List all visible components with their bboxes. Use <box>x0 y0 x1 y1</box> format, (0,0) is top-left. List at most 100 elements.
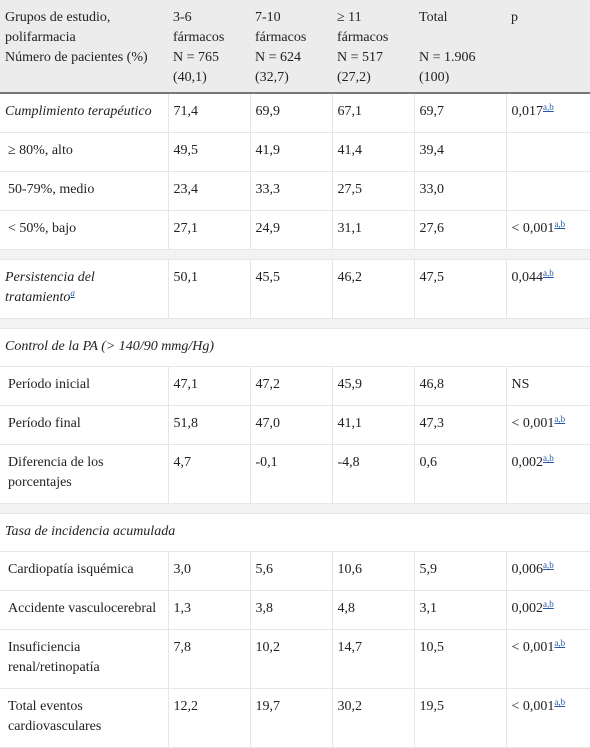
footnote-link[interactable]: a,b <box>543 599 554 609</box>
spacer-cell <box>0 249 590 260</box>
row-label: Accidente vasculocerebral <box>0 590 169 630</box>
header-patients: Número de pacientes (%) <box>0 48 168 94</box>
value-cell: 71,4 <box>168 93 251 133</box>
value-cell: 67,1 <box>332 93 415 133</box>
p-value-text: 0,006 <box>511 562 544 577</box>
p-value-text: < 0,001 <box>511 699 555 714</box>
footnote-ref: a,b <box>543 453 554 463</box>
value-cell: 31,1 <box>332 210 415 250</box>
table-row: Persistencia del tratamientoa 50,1 45,5 46,… <box>0 259 590 319</box>
value-cell: 1,3 <box>168 590 251 630</box>
value-cell: 50,1 <box>168 259 251 319</box>
footnote-ref: a,b <box>554 638 565 648</box>
footnote-link[interactable]: a,b <box>554 638 566 648</box>
value-cell: 5,6 <box>250 551 333 591</box>
row-label: ≥ 80%, alto <box>0 132 169 172</box>
value-cell: 3,8 <box>250 590 333 630</box>
p-value-text: < 0,001 <box>511 221 555 236</box>
row-label: 50-79%, medio <box>0 171 169 211</box>
row-label-text: Insuficiencia renal/retinopatía <box>8 640 100 675</box>
footnote-link[interactable]: a,b <box>543 453 554 463</box>
footnote-ref: a,b <box>543 102 554 112</box>
p-value-cell: 0,002a,b <box>506 590 590 630</box>
value-cell: 51,8 <box>168 405 251 445</box>
footnote-ref: a,b <box>543 268 554 278</box>
footnote-link[interactable]: a,b <box>554 414 566 424</box>
value-cell: 19,5 <box>414 688 507 748</box>
table-row: Insuficiencia renal/retinopatía 7,8 10,2 14… <box>0 629 590 689</box>
p-value-text: < 0,001 <box>511 640 555 655</box>
p-value-cell: 0,017a,b <box>506 93 590 133</box>
value-cell: 14,7 <box>332 629 415 689</box>
spacer-cell <box>0 503 590 514</box>
row-label-text: 50-79%, medio <box>8 182 95 197</box>
row-label: Cardiopatía isquémica <box>0 551 169 591</box>
footnote-link[interactable]: a,b <box>543 560 554 570</box>
p-value-text: NS <box>511 377 530 392</box>
row-label: Período final <box>0 405 169 445</box>
p-value-cell <box>506 132 590 172</box>
p-value-text: 0,002 <box>511 455 544 470</box>
p-value-text: 0,017 <box>511 104 544 119</box>
value-cell: 33,3 <box>250 171 333 211</box>
value-cell: 33,0 <box>414 171 507 211</box>
value-cell: 3,0 <box>168 551 251 591</box>
header-p: p <box>506 0 590 48</box>
value-cell: 10,6 <box>332 551 415 591</box>
row-label-text: Persistencia del tratamiento <box>5 270 95 305</box>
p-value-text: < 0,001 <box>511 416 555 431</box>
row-label-text: Cumplimiento terapéutico <box>5 104 152 119</box>
row-label-text: Cardiopatía isquémica <box>8 562 134 577</box>
value-cell: 46,8 <box>414 366 507 406</box>
section-heading: Control de la PA (> 140/90 mmg/Hg) <box>0 328 590 367</box>
footnote-ref: a,b <box>554 697 565 707</box>
value-cell: -4,8 <box>332 444 415 504</box>
footnote-link[interactable]: a,b <box>554 219 566 229</box>
header-n-group-2: N = 624 (32,7) <box>250 48 332 94</box>
value-cell: 0,6 <box>414 444 507 504</box>
table-row: < 50%, bajo 27,1 24,9 31,1 27,6 < 0,001a,b <box>0 210 590 250</box>
footnote-ref: a,b <box>554 219 565 229</box>
header-group-3: ≥ 11 fármacos <box>332 0 414 48</box>
table-row: ≥ 80%, alto 49,5 41,9 41,4 39,4 <box>0 132 590 172</box>
table-body: Cumplimiento terapéutico 71,4 69,9 67,1 69,7… <box>0 93 590 748</box>
table-row: Accidente vasculocerebral 1,3 3,8 4,8 3,1 0,0… <box>0 590 590 630</box>
value-cell: 41,9 <box>250 132 333 172</box>
p-value-cell: < 0,001a,b <box>506 629 590 689</box>
row-label: Cumplimiento terapéutico <box>0 93 169 133</box>
row-label: Total eventos cardiovasculares <box>0 688 169 748</box>
row-label: Período inicial <box>0 366 169 406</box>
row-label: < 50%, bajo <box>0 210 169 250</box>
row-label: Insuficiencia renal/retinopatía <box>0 629 169 689</box>
table-row: Cardiopatía isquémica 3,0 5,6 10,6 5,9 0,006a… <box>0 551 590 591</box>
value-cell: 41,1 <box>332 405 415 445</box>
table-row: Diferencia de los porcentajes 4,7 -0,1 -4,8… <box>0 444 590 504</box>
value-cell: 3,1 <box>414 590 507 630</box>
header-study-groups: Grupos de estudio, polifarmacia <box>0 0 168 48</box>
footnote-ref: a,b <box>543 599 554 609</box>
row-label-text: Diferencia de los porcentajes <box>8 455 104 490</box>
footnote-link[interactable]: a,b <box>543 268 554 278</box>
table-row: Cumplimiento terapéutico 71,4 69,9 67,1 69,7… <box>0 93 590 133</box>
value-cell: 19,7 <box>250 688 333 748</box>
value-cell: 41,4 <box>332 132 415 172</box>
footnote-link[interactable]: a,b <box>554 697 566 707</box>
row-label: Persistencia del tratamientoa <box>0 259 169 319</box>
section-spacer <box>0 249 590 260</box>
header-p-empty <box>506 48 590 94</box>
value-cell: -0,1 <box>250 444 333 504</box>
header-group-1: 3-6 fármacos <box>168 0 250 48</box>
row-label-text: ≥ 80%, alto <box>8 143 73 158</box>
row-label-text: Accidente vasculocerebral <box>8 601 157 616</box>
value-cell: 69,9 <box>250 93 333 133</box>
footnote-link[interactable]: a,b <box>543 102 554 112</box>
p-value-cell: < 0,001a,b <box>506 688 590 748</box>
value-cell: 4,7 <box>168 444 251 504</box>
table-header: Grupos de estudio, polifarmacia 3-6 fárm… <box>0 0 590 94</box>
spacer-cell <box>0 318 590 329</box>
p-value-cell: < 0,001a,b <box>506 405 590 445</box>
p-value-text: 0,044 <box>511 270 544 285</box>
value-cell: 5,9 <box>414 551 507 591</box>
table-row: 50-79%, medio 23,4 33,3 27,5 33,0 <box>0 171 590 211</box>
footnote-link[interactable]: a <box>70 288 75 298</box>
